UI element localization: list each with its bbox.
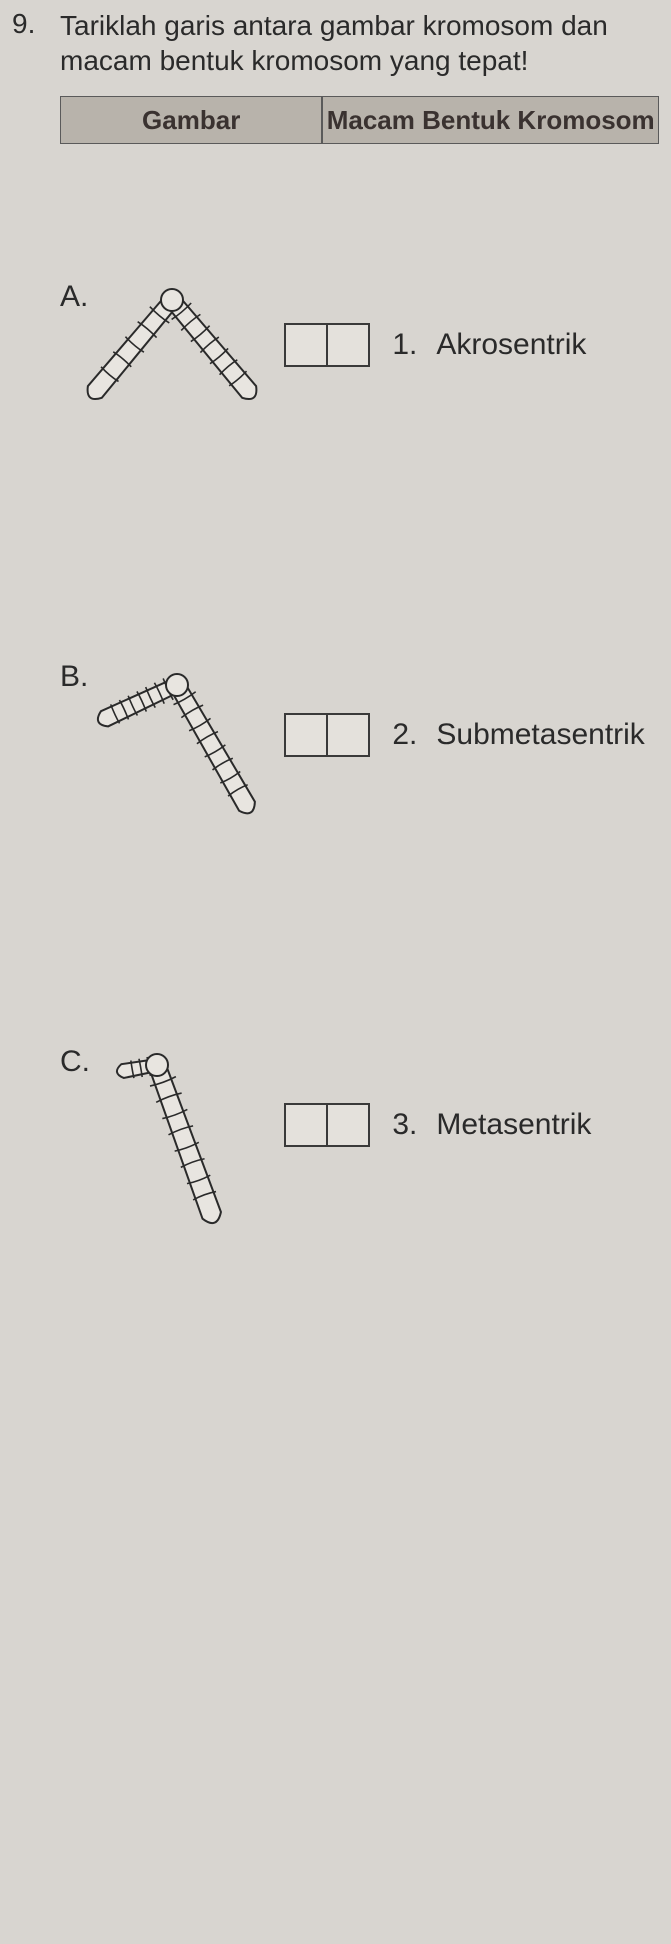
letter-c: C.	[60, 1045, 102, 1079]
header-gambar: Gambar	[60, 96, 322, 144]
type-name-1: Akrosentrik	[436, 328, 586, 362]
image-row-b: B.	[60, 540, 322, 930]
right-column: Macam Bentuk Kromosom 1. Akrosentrik 2. …	[322, 96, 659, 1320]
type-name-3: Metasentrik	[436, 1108, 591, 1142]
question-row: 9. Tariklah garis antara gambar kromosom…	[12, 8, 659, 78]
question-text: Tariklah garis antara gambar kromosom da…	[60, 8, 659, 78]
left-column: Gambar A. B. C.	[60, 96, 322, 1320]
type-name-2: Submetasentrik	[436, 718, 644, 752]
letter-b: B.	[60, 660, 102, 694]
image-row-a: A.	[60, 150, 322, 540]
header-macam: Macam Bentuk Kromosom	[322, 96, 659, 144]
letter-a: A.	[60, 280, 102, 314]
type-num-1: 1.	[392, 328, 436, 362]
type-row-3: 3. Metasentrik	[322, 930, 659, 1320]
type-row-2: 2. Submetasentrik	[322, 540, 659, 930]
type-row-1: 1. Akrosentrik	[322, 150, 659, 540]
columns-container: Gambar A. B. C.	[60, 96, 659, 1320]
image-row-c: C.	[60, 930, 322, 1320]
type-num-2: 2.	[392, 718, 436, 752]
type-num-3: 3.	[392, 1108, 436, 1142]
question-number: 9.	[12, 8, 60, 40]
